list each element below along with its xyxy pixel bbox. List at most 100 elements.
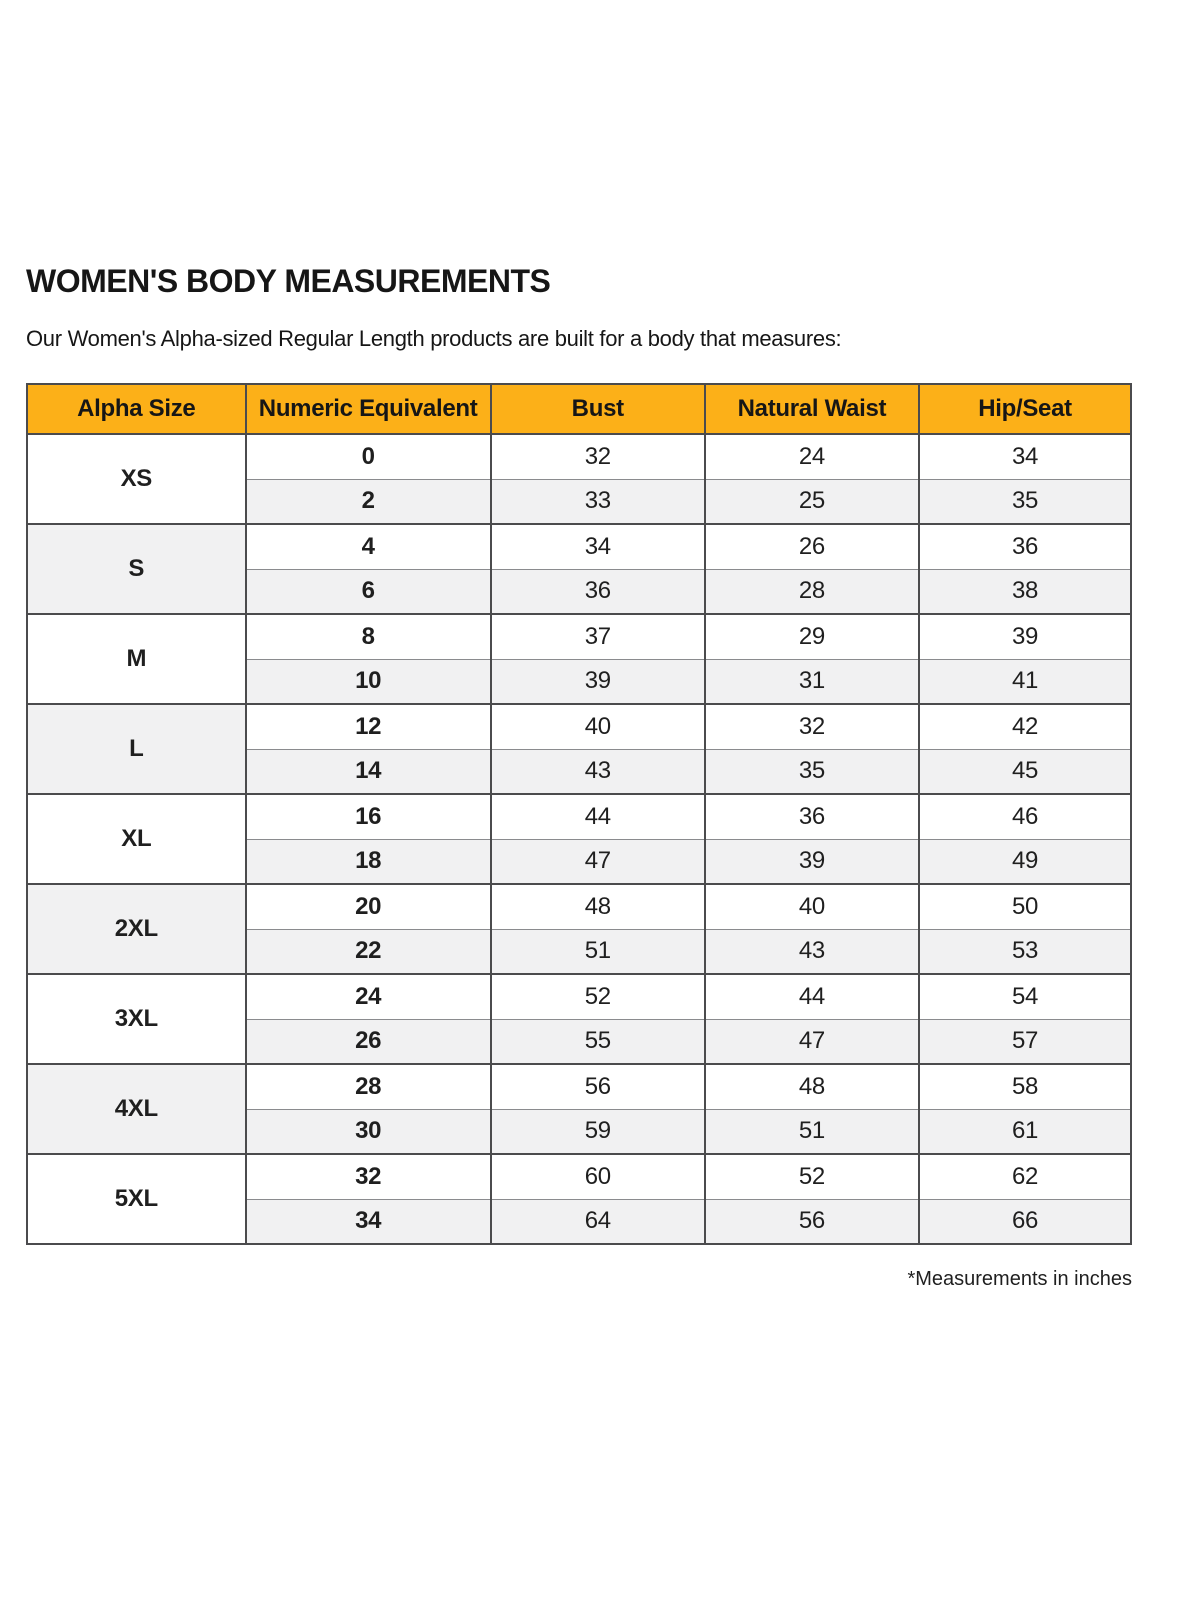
alpha-size-cell: 3XL: [26, 973, 247, 1064]
bust-cell: 59: [489, 1108, 706, 1154]
natural-waist-cell: 24: [703, 433, 921, 479]
alpha-size-cell: 5XL: [26, 1153, 247, 1244]
table-row: 2XL 20 48 40 50: [26, 883, 1132, 974]
bust-cell: 55: [489, 1018, 706, 1064]
hip-seat-cell: 49: [918, 838, 1132, 884]
numeric-equivalent-cell: 34: [244, 1198, 492, 1244]
column-header-hip-seat: Hip/Seat: [918, 384, 1132, 435]
hip-seat-cell: 61: [918, 1108, 1132, 1154]
natural-waist-cell: 40: [703, 883, 921, 929]
hip-seat-cell: 57: [918, 1018, 1132, 1064]
table-row: 6 36 28 38: [27, 568, 1132, 614]
table-row: 2 33 25 35: [27, 478, 1132, 524]
table-row: XS 0 32 24 34: [26, 433, 1132, 524]
natural-waist-cell: 31: [703, 658, 921, 704]
bust-cell: 39: [489, 658, 706, 704]
numeric-equivalent-cell: 26: [244, 1018, 492, 1064]
natural-waist-cell: 52: [703, 1153, 921, 1199]
natural-waist-cell: 48: [703, 1063, 921, 1109]
bust-cell: 60: [489, 1153, 706, 1199]
numeric-equivalent-cell: 28: [244, 1063, 492, 1109]
table-row: M 8 37 29 39: [26, 613, 1132, 704]
column-header-alpha-size: Alpha Size: [26, 384, 247, 435]
size-chart-header: Alpha Size Numeric Equivalent Bust Natur…: [26, 384, 1132, 435]
bust-cell: 64: [489, 1198, 706, 1244]
bust-cell: 47: [489, 838, 706, 884]
page-title: WOMEN'S BODY MEASUREMENTS: [26, 263, 551, 299]
numeric-equivalent-cell: 22: [244, 928, 492, 974]
column-header-natural-waist: Natural Waist: [703, 384, 921, 435]
size-chart-body: XS 0 32 24 34 2 33 25 35 S 4 34 26 36 6 36 28 38 M 8 37 29 39 1…: [26, 433, 1132, 1244]
numeric-equivalent-cell: 14: [244, 748, 492, 794]
table-row: 14 43 35 45: [27, 748, 1132, 794]
hip-seat-cell: 54: [918, 973, 1132, 1019]
hip-seat-cell: 38: [918, 568, 1132, 614]
table-row: XL 16 44 36 46: [26, 793, 1132, 884]
natural-waist-cell: 44: [703, 973, 921, 1019]
numeric-equivalent-cell: 8: [244, 613, 492, 659]
table-row: 10 39 31 41: [27, 658, 1132, 704]
alpha-size-cell: XS: [26, 433, 247, 524]
hip-seat-cell: 46: [918, 793, 1132, 839]
numeric-equivalent-cell: 16: [244, 793, 492, 839]
natural-waist-cell: 32: [703, 703, 921, 749]
hip-seat-cell: 42: [918, 703, 1132, 749]
natural-waist-cell: 56: [703, 1198, 921, 1244]
alpha-size-cell: L: [26, 703, 247, 794]
hip-seat-cell: 62: [918, 1153, 1132, 1199]
measurements-footnote: *Measurements in inches: [907, 1268, 1132, 1290]
table-row: 4XL 28 56 48 58: [26, 1063, 1132, 1154]
hip-seat-cell: 66: [918, 1198, 1132, 1244]
numeric-equivalent-cell: 24: [244, 973, 492, 1019]
bust-cell: 44: [489, 793, 706, 839]
numeric-equivalent-cell: 0: [244, 433, 492, 479]
table-row: 22 51 43 53: [27, 928, 1132, 974]
bust-cell: 37: [489, 613, 706, 659]
alpha-size-cell: XL: [26, 793, 247, 884]
natural-waist-cell: 28: [703, 568, 921, 614]
table-row: 26 55 47 57: [27, 1018, 1132, 1064]
bust-cell: 52: [489, 973, 706, 1019]
hip-seat-cell: 58: [918, 1063, 1132, 1109]
bust-cell: 48: [489, 883, 706, 929]
numeric-equivalent-cell: 30: [244, 1108, 492, 1154]
natural-waist-cell: 51: [703, 1108, 921, 1154]
header-row: Alpha Size Numeric Equivalent Bust Natur…: [26, 384, 1132, 435]
table-row: S 4 34 26 36: [26, 523, 1132, 614]
alpha-size-cell: S: [26, 523, 247, 614]
size-chart-table: Alpha Size Numeric Equivalent Bust Natur…: [26, 383, 1132, 1245]
hip-seat-cell: 53: [918, 928, 1132, 974]
page-subtitle: Our Women's Alpha-sized Regular Length p…: [26, 326, 842, 351]
bust-cell: 51: [489, 928, 706, 974]
column-header-numeric-equivalent: Numeric Equivalent: [244, 384, 492, 435]
numeric-equivalent-cell: 2: [244, 478, 492, 524]
natural-waist-cell: 36: [703, 793, 921, 839]
hip-seat-cell: 41: [918, 658, 1132, 704]
numeric-equivalent-cell: 12: [244, 703, 492, 749]
size-chart-section: WOMEN'S BODY MEASUREMENTS Our Women's Al…: [26, 264, 1132, 1291]
bust-cell: 36: [489, 568, 706, 614]
natural-waist-cell: 39: [703, 838, 921, 884]
natural-waist-cell: 26: [703, 523, 921, 569]
hip-seat-cell: 50: [918, 883, 1132, 929]
natural-waist-cell: 29: [703, 613, 921, 659]
numeric-equivalent-cell: 18: [244, 838, 492, 884]
table-row: 3XL 24 52 44 54: [26, 973, 1132, 1064]
table-row: 30 59 51 61: [27, 1108, 1132, 1154]
natural-waist-cell: 43: [703, 928, 921, 974]
numeric-equivalent-cell: 6: [244, 568, 492, 614]
natural-waist-cell: 25: [703, 478, 921, 524]
table-row: L 12 40 32 42: [26, 703, 1132, 794]
table-row: 5XL 32 60 52 62: [26, 1153, 1132, 1244]
alpha-size-cell: M: [26, 613, 247, 704]
numeric-equivalent-cell: 4: [244, 523, 492, 569]
natural-waist-cell: 47: [703, 1018, 921, 1064]
bust-cell: 33: [489, 478, 706, 524]
bust-cell: 32: [489, 433, 706, 479]
bust-cell: 43: [489, 748, 706, 794]
hip-seat-cell: 34: [918, 433, 1132, 479]
numeric-equivalent-cell: 10: [244, 658, 492, 704]
table-row: 34 64 56 66: [27, 1198, 1132, 1244]
bust-cell: 40: [489, 703, 706, 749]
